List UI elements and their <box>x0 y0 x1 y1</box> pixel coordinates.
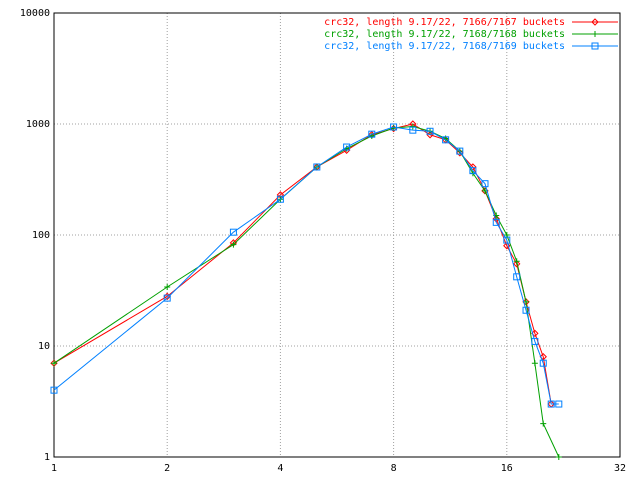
point <box>409 126 417 134</box>
point <box>469 167 477 175</box>
point <box>540 420 547 427</box>
point <box>426 131 434 139</box>
point <box>481 180 489 188</box>
plot-frame <box>53 12 621 458</box>
point <box>531 337 539 345</box>
legend-label: crc32, length 9.17/22, 7166/7167 buckets <box>324 17 565 28</box>
point <box>230 241 237 248</box>
x-tick-label: 16 <box>501 463 513 474</box>
point <box>426 127 434 135</box>
point <box>164 284 171 291</box>
legend-marker <box>591 42 599 50</box>
y-tick-label: 100 <box>32 230 50 241</box>
x-tick-label: 2 <box>164 463 170 474</box>
point <box>51 360 57 367</box>
x-tick-label: 4 <box>277 463 283 474</box>
point <box>547 400 555 408</box>
point <box>513 273 521 281</box>
point <box>163 294 171 302</box>
y-tick-label: 10 <box>38 341 50 352</box>
point <box>342 146 351 154</box>
legend-marker <box>591 18 599 26</box>
legend-label: crc32, length 9.17/22, 7168/7169 buckets <box>324 41 565 52</box>
point <box>276 195 284 203</box>
point <box>390 123 398 131</box>
x-tick-label: 1 <box>51 463 57 474</box>
point <box>409 123 416 130</box>
y-tick-label: 1 <box>44 452 50 463</box>
point <box>555 400 563 408</box>
x-tick-label: 32 <box>614 463 626 474</box>
series-line <box>53 126 559 405</box>
series-line <box>53 123 552 405</box>
point <box>531 360 538 367</box>
legend-marker <box>592 31 598 37</box>
point <box>456 149 464 157</box>
point <box>456 147 464 155</box>
point <box>539 359 547 367</box>
y-tick-label: 1000 <box>26 119 50 130</box>
point <box>442 136 450 144</box>
point <box>50 386 58 394</box>
point <box>512 260 521 268</box>
point <box>513 258 520 265</box>
point <box>555 454 562 460</box>
point <box>522 306 530 314</box>
legend-label: crc32, length 9.17/22, 7168/7168 buckets <box>324 29 565 40</box>
y-tick-label: 10000 <box>20 8 50 19</box>
point <box>343 143 351 151</box>
point <box>229 228 237 236</box>
point <box>531 329 539 338</box>
x-tick-label: 8 <box>391 463 397 474</box>
point <box>313 163 321 171</box>
point <box>492 218 500 226</box>
point <box>503 236 511 244</box>
point <box>503 242 511 250</box>
point <box>368 130 376 138</box>
